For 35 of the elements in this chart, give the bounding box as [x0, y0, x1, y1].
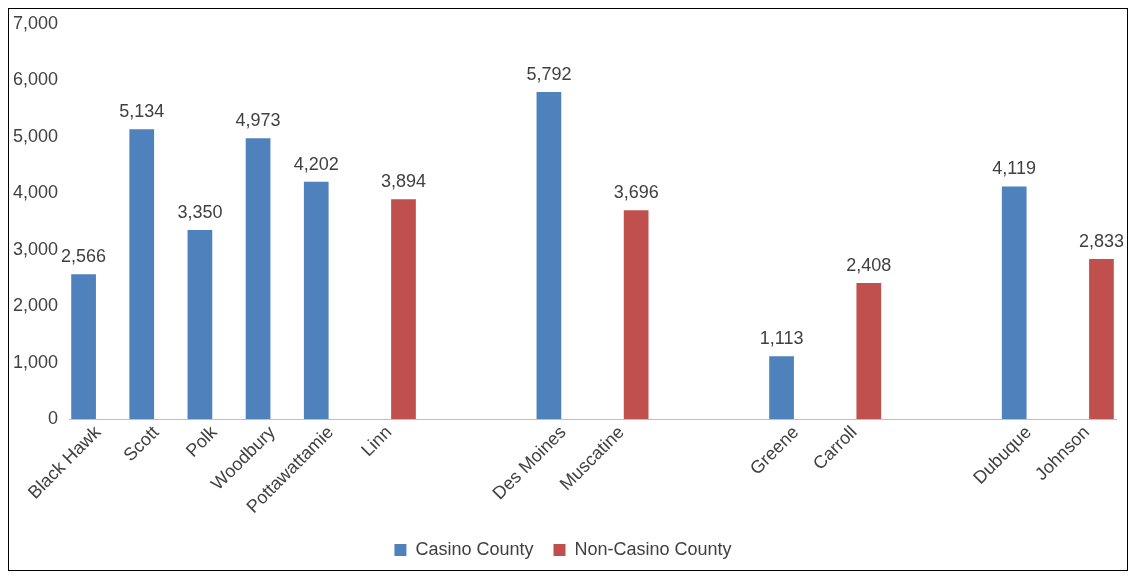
bar [1001, 186, 1027, 420]
y-tick-label: 4,000 [13, 182, 59, 203]
bar [769, 356, 794, 420]
bar [856, 283, 882, 420]
data-label: 4,973 [235, 110, 281, 131]
data-label: 3,350 [177, 201, 223, 222]
bar [187, 229, 213, 420]
data-label: 5,134 [119, 101, 165, 122]
legend-label: Non-Casino County [574, 538, 732, 559]
y-tick-label: 3,000 [13, 238, 59, 259]
bar [623, 210, 649, 420]
bar [245, 138, 271, 420]
bar [1089, 259, 1114, 420]
data-label: 2,566 [61, 246, 107, 267]
x-tick-label: Linn [357, 421, 396, 461]
bar [303, 181, 329, 420]
y-tick-label: 6,000 [13, 69, 59, 90]
y-tick-label: 2,000 [13, 295, 59, 316]
legend-label: Casino County [415, 538, 534, 559]
data-label: 4,202 [293, 153, 339, 174]
data-label: 4,119 [992, 158, 1037, 179]
bar [129, 129, 155, 420]
data-label: 2,833 [1078, 231, 1124, 252]
bar [71, 274, 96, 420]
bar [536, 92, 562, 420]
data-label: 3,696 [613, 182, 659, 203]
y-tick-label: 5,000 [13, 125, 59, 146]
bar [391, 199, 416, 420]
y-tick-label: 0 [48, 408, 59, 429]
y-tick-label: 1,000 [13, 351, 59, 372]
data-label: 2,408 [846, 255, 892, 276]
data-label: 5,792 [526, 63, 572, 84]
data-label: 3,894 [380, 171, 427, 192]
data-label: 1,113 [759, 328, 804, 349]
y-tick-label: 7,000 [13, 12, 59, 33]
